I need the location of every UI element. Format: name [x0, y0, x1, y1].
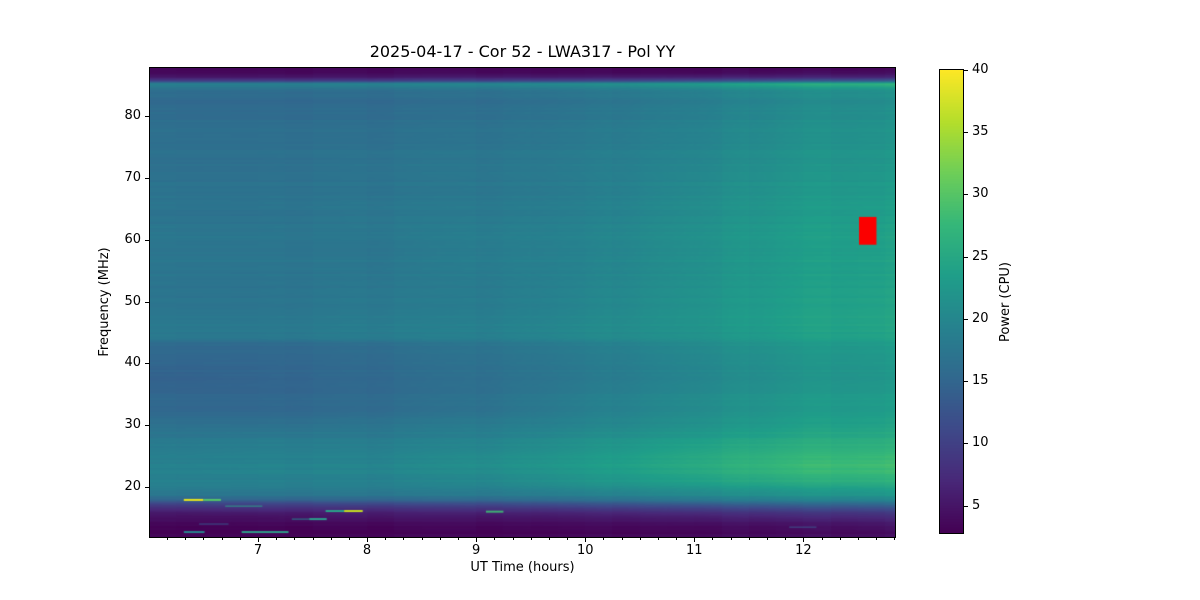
x-minor-tick	[203, 538, 205, 540]
colorbar-tick	[964, 318, 968, 320]
x-minor-tick	[567, 538, 569, 540]
x-minor-tick	[439, 538, 441, 540]
x-minor-tick	[512, 538, 514, 540]
x-minor-tick	[221, 538, 223, 540]
x-minor-tick	[421, 538, 423, 540]
y-tick	[145, 363, 149, 365]
x-axis-label: UT Time (hours)	[470, 560, 575, 575]
y-axis-label: Frequency (MHz)	[97, 247, 112, 357]
colorbar-canvas	[940, 70, 963, 533]
x-minor-tick	[894, 538, 896, 540]
colorbar-tick	[964, 132, 968, 134]
x-minor-tick	[639, 538, 641, 540]
y-tick-label: 30	[124, 417, 141, 433]
colorbar-tick-label: 40	[972, 62, 989, 77]
x-minor-tick	[330, 538, 332, 540]
x-major-tick	[476, 538, 478, 542]
y-tick-label: 50	[124, 293, 141, 309]
x-minor-tick	[876, 538, 878, 540]
x-minor-tick	[857, 538, 859, 540]
x-tick-label: 12	[795, 543, 812, 558]
x-minor-tick	[548, 538, 550, 540]
y-tick-label: 80	[124, 108, 141, 124]
x-minor-tick	[276, 538, 278, 540]
x-minor-tick	[312, 538, 314, 540]
chart-title: 2025-04-17 - Cor 52 - LWA317 - Pol YY	[369, 42, 676, 61]
colorbar-tick	[964, 505, 968, 507]
x-minor-tick	[239, 538, 241, 540]
y-tick-label: 70	[124, 169, 141, 185]
x-tick-label: 10	[576, 543, 594, 558]
y-tick	[145, 177, 149, 179]
x-minor-tick	[494, 538, 496, 540]
y-tick	[145, 116, 149, 118]
x-minor-tick	[530, 538, 532, 540]
colorbar-tick-label: 35	[972, 124, 989, 140]
colorbar-tick	[964, 194, 968, 196]
x-minor-tick	[185, 538, 187, 540]
x-minor-tick	[457, 538, 459, 540]
x-minor-tick	[294, 538, 296, 540]
x-minor-tick	[712, 538, 714, 540]
y-tick	[145, 239, 149, 241]
colorbar-tick-label: 10	[972, 435, 989, 451]
x-minor-tick	[657, 538, 659, 540]
x-tick-label: 8	[362, 543, 372, 558]
y-tick-label: 20	[124, 478, 141, 494]
colorbar-tick	[964, 381, 968, 383]
x-minor-tick	[730, 538, 732, 540]
x-minor-tick	[603, 538, 605, 540]
x-minor-tick	[167, 538, 169, 540]
x-minor-tick	[348, 538, 350, 540]
colorbar-label: Power (CPU)	[998, 262, 1013, 343]
x-major-tick	[257, 538, 259, 542]
y-tick-label: 40	[124, 355, 141, 371]
y-tick	[145, 486, 149, 488]
x-minor-tick	[785, 538, 787, 540]
colorbar-tick	[964, 256, 968, 258]
heatmap-canvas	[150, 68, 895, 537]
x-minor-tick	[767, 538, 769, 540]
x-major-tick	[694, 538, 696, 542]
colorbar-tick-label: 25	[972, 248, 989, 264]
x-tick-label: 11	[686, 543, 703, 558]
x-tick-label: 9	[472, 543, 481, 558]
colorbar-tick-label: 30	[972, 186, 989, 202]
colorbar-tick	[964, 70, 968, 71]
x-minor-tick	[676, 538, 678, 540]
y-tick-label: 60	[124, 231, 141, 247]
x-minor-tick	[748, 538, 750, 540]
x-major-tick	[585, 538, 587, 542]
x-major-tick	[803, 538, 805, 542]
x-minor-tick	[821, 538, 823, 540]
colorbar-tick-label: 20	[972, 310, 989, 326]
x-minor-tick	[403, 538, 405, 540]
y-tick	[145, 425, 149, 427]
x-major-tick	[367, 538, 369, 542]
colorbar-tick	[964, 443, 968, 445]
colorbar-tick-label: 5	[972, 497, 981, 513]
y-tick	[145, 301, 149, 303]
colorbar-tick-label: 15	[972, 373, 989, 389]
x-minor-tick	[621, 538, 623, 540]
x-tick-label: 7	[253, 543, 263, 558]
x-minor-tick	[839, 538, 841, 540]
x-minor-tick	[385, 538, 387, 540]
